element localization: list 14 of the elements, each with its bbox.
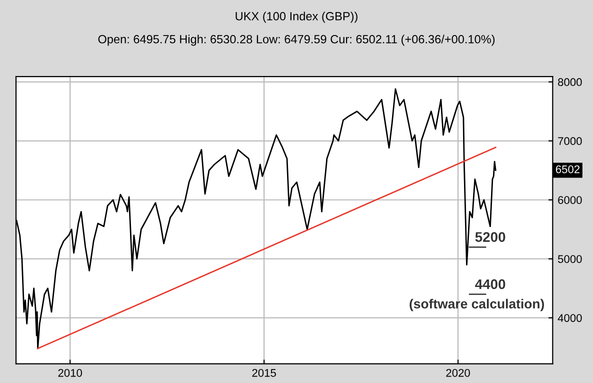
text: 6502 [556, 165, 580, 174]
y-tick-label: 6000 [558, 196, 582, 204]
ref-line-label: 4400 [475, 279, 506, 290]
x-tick-label: 2020 [446, 369, 470, 377]
y-tick-label: 5000 [558, 255, 582, 263]
chart-title: UKX (100 Index (GBP)) [236, 12, 358, 23]
ref-line-label: 5200 [475, 232, 506, 242]
annotation: (software calculation) [410, 298, 544, 312]
y-tick-label: 8000 [558, 78, 582, 86]
chart-subtitle: Open: 6495.75 High: 6530.28 Low: 6479.59 Cur: 6502.11 (+06.36/+00.10%) [98, 34, 495, 46]
y-tick-label: 4000 [558, 314, 582, 322]
x-tick-label: 2015 [252, 369, 276, 377]
x-tick-label: 2010 [58, 369, 82, 377]
y-tick-label: 7000 [558, 137, 582, 146]
